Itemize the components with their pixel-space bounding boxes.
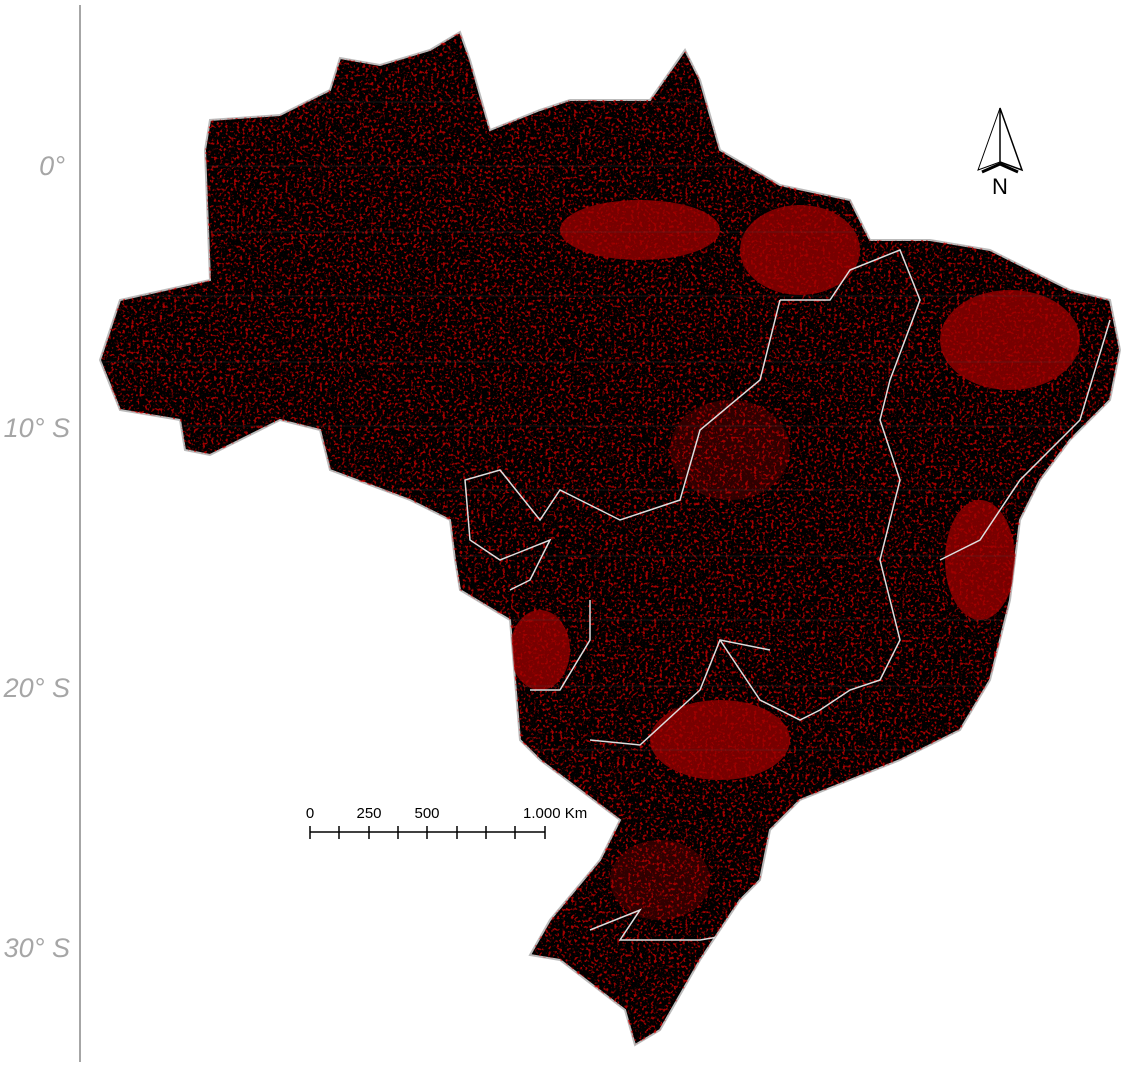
scale-label: 500 <box>414 805 439 822</box>
scale-label: 0 <box>306 805 314 822</box>
latitude-label: 30° S <box>4 933 70 963</box>
latitude-label: 0° <box>39 151 65 181</box>
scale-label: 1.000 Km <box>523 805 587 822</box>
latitude-label: 10° S <box>4 413 70 443</box>
scale-label: 250 <box>356 805 381 822</box>
latitude-label: 20° S <box>3 673 70 703</box>
north-label: N <box>992 174 1008 199</box>
north-arrow <box>977 107 1024 174</box>
scale-bar <box>309 826 546 839</box>
